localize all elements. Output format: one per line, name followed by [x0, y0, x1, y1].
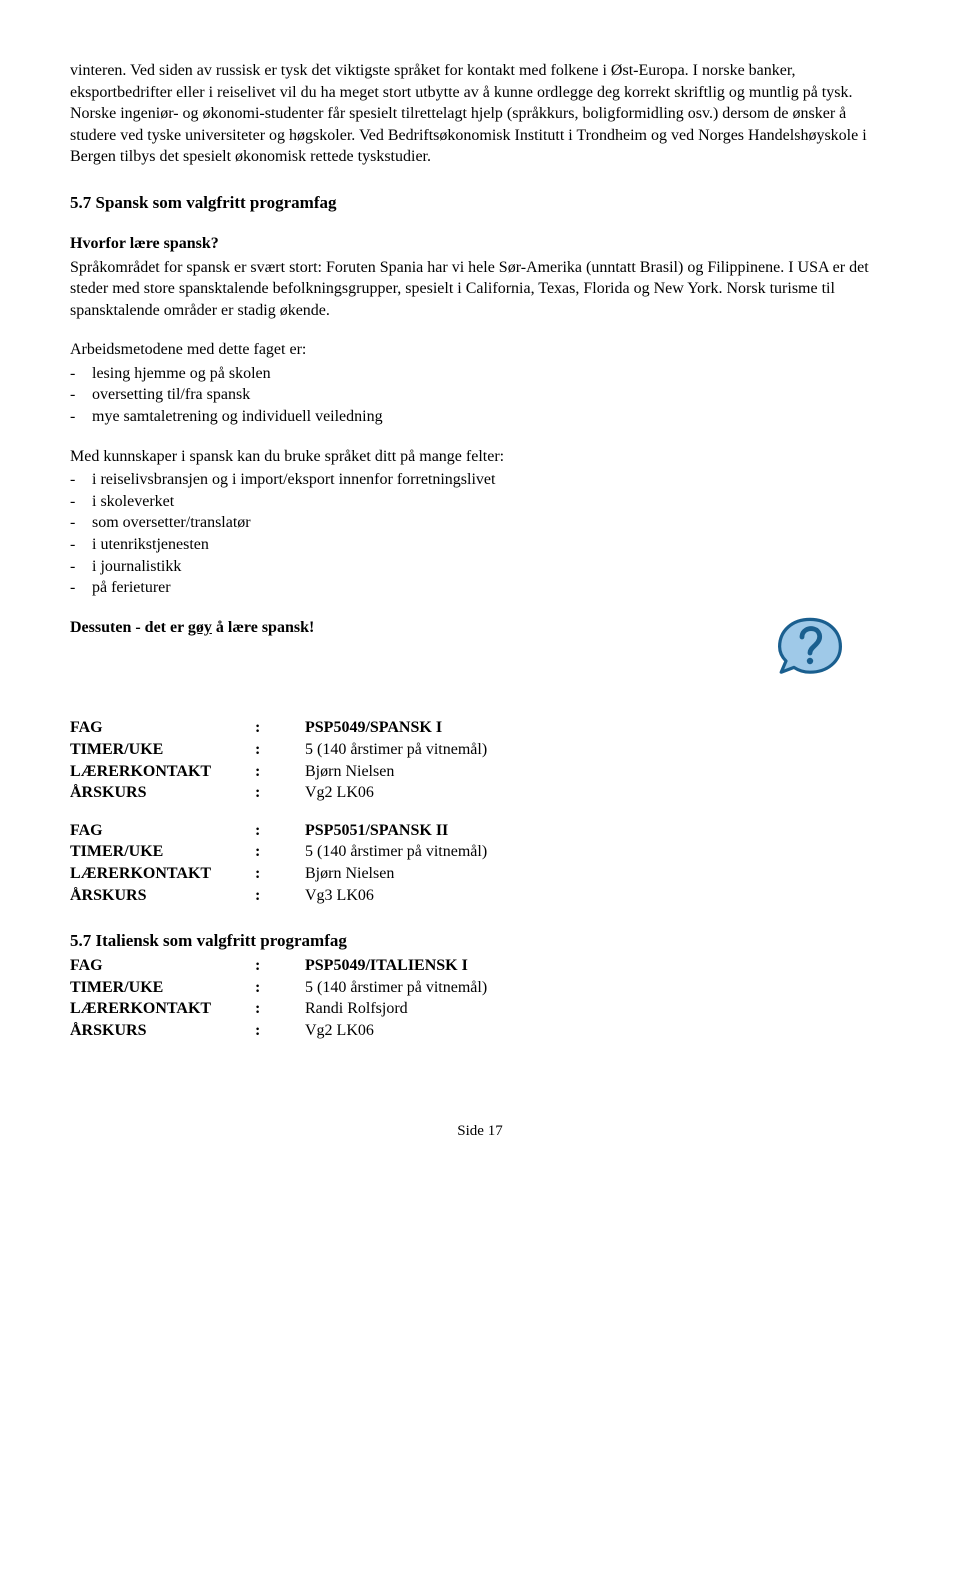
label-kontakt: LÆRERKONTAKT	[70, 761, 255, 783]
fun-line: Dessuten - det er gøy å lære spansk!	[70, 617, 890, 700]
list-item-text: lesing hjemme og på skolen	[92, 363, 271, 385]
italian-fag: PSP5049/ITALIENSK I	[305, 955, 468, 977]
list-item: -på ferieturer	[70, 577, 890, 599]
course1-kontakt: Bjørn Nielsen	[305, 761, 394, 783]
label-timer: TIMER/UKE	[70, 841, 255, 863]
colon: :	[255, 739, 305, 761]
question-mark-icon	[770, 613, 850, 700]
list-item: -i journalistikk	[70, 556, 890, 578]
bullet-dash: -	[70, 491, 92, 513]
bullet-dash: -	[70, 512, 92, 534]
list-item: -i utenrikstjenesten	[70, 534, 890, 556]
colon: :	[255, 820, 305, 842]
info-row: ÅRSKURS : Vg3 LK06	[70, 885, 890, 907]
list-item-text: som oversetter/translatør	[92, 512, 251, 534]
list-item: -oversetting til/fra spansk	[70, 384, 890, 406]
spanish-course-1: FAG : PSP5049/SPANSK I TIMER/UKE : 5 (14…	[70, 717, 890, 803]
label-kontakt: LÆRERKONTAKT	[70, 863, 255, 885]
list-item-text: i reiselivsbransjen og i import/eksport …	[92, 469, 495, 491]
info-row: FAG : PSP5049/SPANSK I	[70, 717, 890, 739]
list-item-text: på ferieturer	[92, 577, 171, 599]
list-item: -mye samtaletrening og individuell veile…	[70, 406, 890, 428]
colon: :	[255, 717, 305, 739]
spanish-section-heading: 5.7 Spansk som valgfritt programfag	[70, 192, 890, 215]
bullet-dash: -	[70, 384, 92, 406]
label-fag: FAG	[70, 955, 255, 977]
label-fag: FAG	[70, 717, 255, 739]
label-timer: TIMER/UKE	[70, 977, 255, 999]
fields-heading: Med kunnskaper i spansk kan du bruke spr…	[70, 446, 890, 468]
why-spanish-heading: Hvorfor lære spansk?	[70, 233, 890, 255]
list-item: -i reiselivsbransjen og i import/eksport…	[70, 469, 890, 491]
bullet-dash: -	[70, 556, 92, 578]
intro-paragraph: vinteren. Ved siden av russisk er tysk d…	[70, 60, 890, 168]
italian-timer: 5 (140 årstimer på vitnemål)	[305, 977, 487, 999]
spanish-course-2: FAG : PSP5051/SPANSK II TIMER/UKE : 5 (1…	[70, 820, 890, 906]
colon: :	[255, 977, 305, 999]
info-row: FAG : PSP5049/ITALIENSK I	[70, 955, 890, 977]
list-item-text: mye samtaletrening og individuell veiled…	[92, 406, 383, 428]
list-item-text: i utenrikstjenesten	[92, 534, 209, 556]
colon: :	[255, 782, 305, 804]
bullet-dash: -	[70, 363, 92, 385]
why-spanish-text: Språkområdet for spansk er svært stort: …	[70, 257, 890, 322]
italian-section-heading: 5.7 Italiensk som valgfritt programfag	[70, 930, 890, 953]
label-kontakt: LÆRERKONTAKT	[70, 998, 255, 1020]
colon: :	[255, 885, 305, 907]
bullet-dash: -	[70, 534, 92, 556]
list-item-text: i journalistikk	[92, 556, 181, 578]
label-arskurs: ÅRSKURS	[70, 782, 255, 804]
bullet-dash: -	[70, 577, 92, 599]
info-row: ÅRSKURS : Vg2 LK06	[70, 1020, 890, 1042]
fun-prefix: Dessuten - det er	[70, 619, 188, 636]
colon: :	[255, 998, 305, 1020]
info-row: LÆRERKONTAKT : Randi Rolfsjord	[70, 998, 890, 1020]
label-timer: TIMER/UKE	[70, 739, 255, 761]
label-arskurs: ÅRSKURS	[70, 885, 255, 907]
info-row: TIMER/UKE : 5 (140 årstimer på vitnemål)	[70, 841, 890, 863]
course1-timer: 5 (140 årstimer på vitnemål)	[305, 739, 487, 761]
colon: :	[255, 1020, 305, 1042]
course2-kontakt: Bjørn Nielsen	[305, 863, 394, 885]
fun-underlined: gøy	[188, 619, 212, 636]
bullet-dash: -	[70, 406, 92, 428]
italian-kontakt: Randi Rolfsjord	[305, 998, 408, 1020]
list-item: -som oversetter/translatør	[70, 512, 890, 534]
course2-arskurs: Vg3 LK06	[305, 885, 374, 907]
label-arskurs: ÅRSKURS	[70, 1020, 255, 1042]
colon: :	[255, 863, 305, 885]
fields-list: -i reiselivsbransjen og i import/eksport…	[70, 469, 890, 599]
info-row: FAG : PSP5051/SPANSK II	[70, 820, 890, 842]
methods-list: -lesing hjemme og på skolen-oversetting …	[70, 363, 890, 428]
list-item: -i skoleverket	[70, 491, 890, 513]
methods-heading: Arbeidsmetodene med dette faget er:	[70, 339, 890, 361]
colon: :	[255, 761, 305, 783]
info-row: LÆRERKONTAKT : Bjørn Nielsen	[70, 863, 890, 885]
course2-timer: 5 (140 årstimer på vitnemål)	[305, 841, 487, 863]
label-fag: FAG	[70, 820, 255, 842]
info-row: TIMER/UKE : 5 (140 årstimer på vitnemål)	[70, 739, 890, 761]
fun-suffix: å lære spansk!	[212, 619, 314, 636]
course2-fag: PSP5051/SPANSK II	[305, 820, 448, 842]
colon: :	[255, 841, 305, 863]
page-footer: Side 17	[70, 1121, 890, 1141]
list-item-text: oversetting til/fra spansk	[92, 384, 250, 406]
colon: :	[255, 955, 305, 977]
info-row: ÅRSKURS : Vg2 LK06	[70, 782, 890, 804]
info-row: LÆRERKONTAKT : Bjørn Nielsen	[70, 761, 890, 783]
bullet-dash: -	[70, 469, 92, 491]
italian-arskurs: Vg2 LK06	[305, 1020, 374, 1042]
list-item: -lesing hjemme og på skolen	[70, 363, 890, 385]
course1-arskurs: Vg2 LK06	[305, 782, 374, 804]
info-row: TIMER/UKE : 5 (140 årstimer på vitnemål)	[70, 977, 890, 999]
italian-course-1: FAG : PSP5049/ITALIENSK I TIMER/UKE : 5 …	[70, 955, 890, 1041]
list-item-text: i skoleverket	[92, 491, 174, 513]
course1-fag: PSP5049/SPANSK I	[305, 717, 442, 739]
